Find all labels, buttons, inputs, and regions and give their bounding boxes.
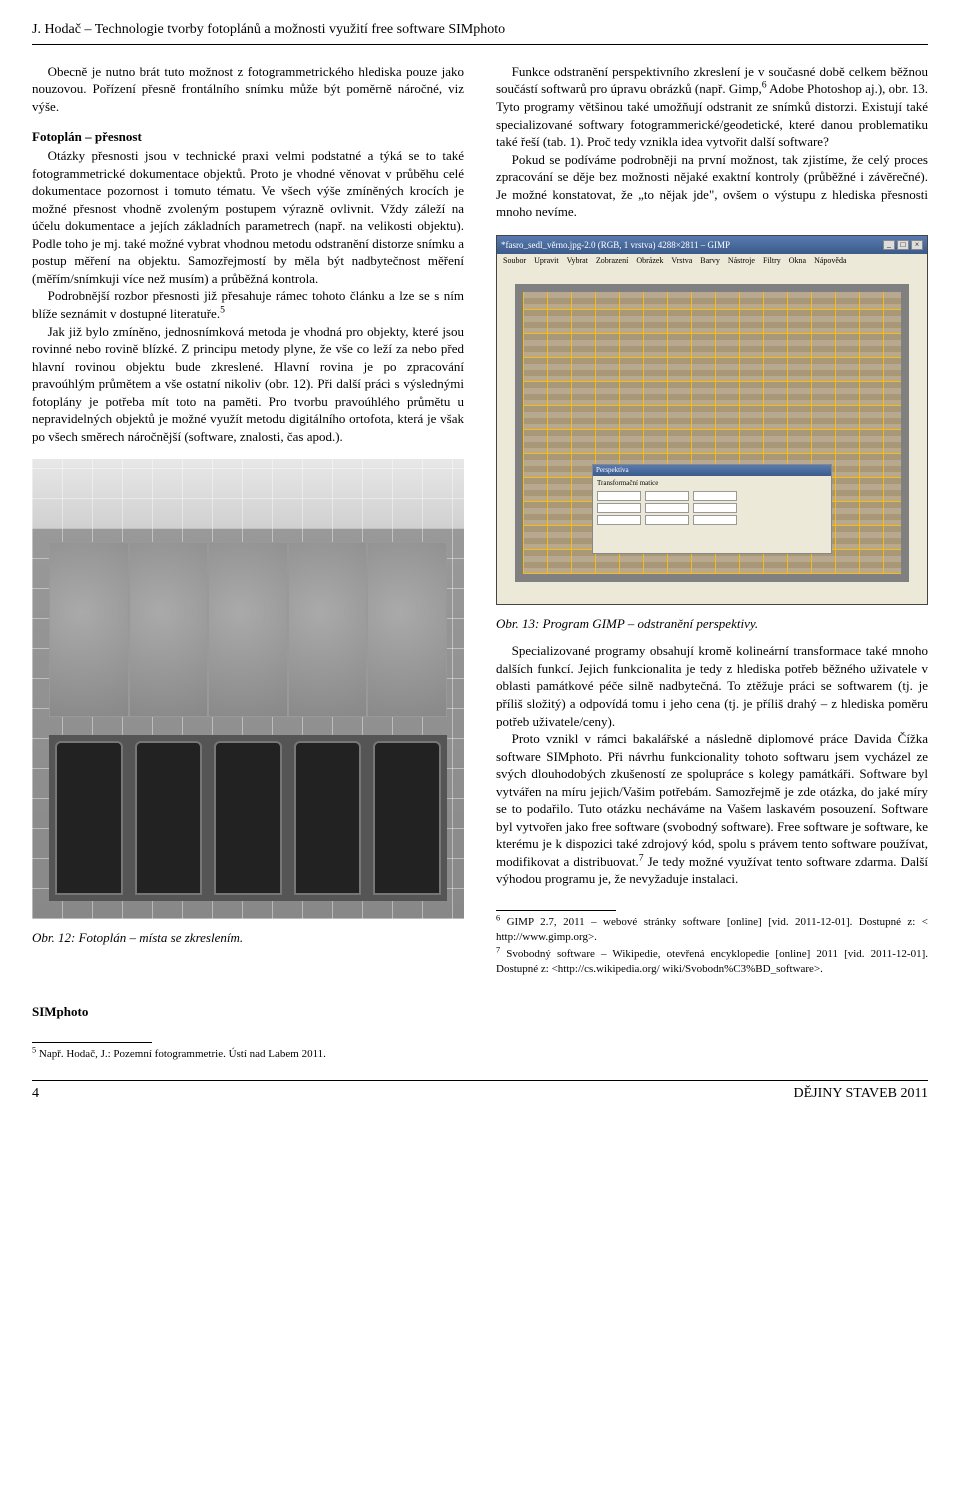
- gimp-perspective-dialog: Perspektiva Transformační matice: [592, 464, 832, 554]
- page-footer: 4 DĚJINY STAVEB 2011: [32, 1080, 928, 1104]
- footnote-6: 6 GIMP 2.7, 2011 – webové stránky softwa…: [496, 915, 928, 945]
- footnote-number: 6: [496, 913, 500, 922]
- menu-item: Zobrazení: [596, 256, 628, 267]
- menu-item: Obrázek: [636, 256, 663, 267]
- right-column: Funkce odstranění perspektivního zkresle…: [496, 63, 928, 1062]
- gimp-dialog-title: Perspektiva: [593, 465, 831, 476]
- gimp-titlebar: *fasro_sedl_věrno.jpg-2.0 (RGB, 1 vrstva…: [497, 236, 927, 254]
- footnote-separator: [496, 910, 616, 911]
- section-heading-simphoto: SIMphoto: [32, 1003, 464, 1021]
- footnote-text: Svobodný software – Wikipedie, otevřená …: [496, 948, 928, 975]
- header-text: J. Hodač – Technologie tvorby fotoplánů …: [32, 22, 505, 37]
- paragraph: Proto vznikl v rámci bakalářské a násled…: [496, 730, 928, 888]
- minimize-icon: _: [883, 240, 895, 250]
- footnote-7: 7 Svobodný software – Wikipedie, otevřen…: [496, 947, 928, 977]
- paragraph: Otázky přesnosti jsou v technické praxi …: [32, 147, 464, 287]
- menu-item: Nápověda: [814, 256, 846, 267]
- footnote-text: Např. Hodač, J.: Pozemní fotogrammetrie.…: [39, 1048, 326, 1060]
- left-column: Obecně je nutno brát tuto možnost z foto…: [32, 63, 464, 1062]
- page-number: 4: [32, 1085, 39, 1104]
- menu-item: Soubor: [503, 256, 526, 267]
- footnote-separator: [32, 1042, 152, 1043]
- figure-12-caption: Obr. 12: Fotoplán – místa se zkreslením.: [32, 929, 464, 947]
- text-run: Podrobnější rozbor přesnosti již přesahu…: [32, 288, 464, 321]
- paragraph: Podrobnější rozbor přesnosti již přesahu…: [32, 287, 464, 322]
- gimp-dialog-label: Transformační matice: [597, 479, 827, 488]
- footnote-number: 7: [496, 945, 500, 954]
- close-icon: ×: [911, 240, 923, 250]
- figure-12-image: [32, 459, 464, 919]
- footnotes-right: 6 GIMP 2.7, 2011 – webové stránky softwa…: [496, 910, 928, 976]
- menu-item: Upravit: [534, 256, 558, 267]
- footnote-number: 5: [32, 1046, 36, 1055]
- footnote-ref: 5: [220, 305, 225, 316]
- figure-13-caption: Obr. 13: Program GIMP – odstranění persp…: [496, 615, 928, 633]
- gimp-window-title: *fasro_sedl_věrno.jpg-2.0 (RGB, 1 vrstva…: [501, 239, 730, 251]
- page-header: J. Hodač – Technologie tvorby fotoplánů …: [32, 20, 928, 45]
- figure-12: [32, 459, 464, 919]
- paragraph: Obecně je nutno brát tuto možnost z foto…: [32, 63, 464, 116]
- text-run: Proto vznikl v rámci bakalářské a násled…: [496, 731, 928, 869]
- two-column-layout: Obecně je nutno brát tuto možnost z foto…: [32, 63, 928, 1062]
- paragraph: Pokud se podíváme podrobněji na první mo…: [496, 151, 928, 221]
- menu-item: Okna: [789, 256, 806, 267]
- figure-13: *fasro_sedl_věrno.jpg-2.0 (RGB, 1 vrstva…: [496, 235, 928, 605]
- gimp-canvas: Perspektiva Transformační matice: [515, 284, 909, 582]
- menu-item: Filtry: [763, 256, 781, 267]
- footnotes-left: 5 Např. Hodač, J.: Pozemní fotogrammetri…: [32, 1042, 464, 1062]
- window-buttons: _ □ ×: [883, 240, 923, 250]
- menu-item: Barvy: [700, 256, 720, 267]
- paragraph: Jak již bylo zmíněno, jednosnímková meto…: [32, 323, 464, 446]
- maximize-icon: □: [897, 240, 909, 250]
- menu-item: Vybrat: [567, 256, 588, 267]
- gimp-menubar: Soubor Upravit Vybrat Zobrazení Obrázek …: [497, 254, 927, 269]
- paragraph: Funkce odstranění perspektivního zkresle…: [496, 63, 928, 151]
- menu-item: Vrstva: [671, 256, 692, 267]
- footnote-text: GIMP 2.7, 2011 – webové stránky software…: [496, 916, 928, 943]
- paragraph: Specializované programy obsahují kromě k…: [496, 642, 928, 730]
- footnote-5: 5 Např. Hodač, J.: Pozemní fotogrammetri…: [32, 1047, 464, 1062]
- section-heading: Fotoplán – přesnost: [32, 128, 464, 146]
- menu-item: Nástroje: [728, 256, 755, 267]
- gimp-screenshot: *fasro_sedl_věrno.jpg-2.0 (RGB, 1 vrstva…: [496, 235, 928, 605]
- journal-name: DĚJINY STAVEB 2011: [794, 1085, 928, 1104]
